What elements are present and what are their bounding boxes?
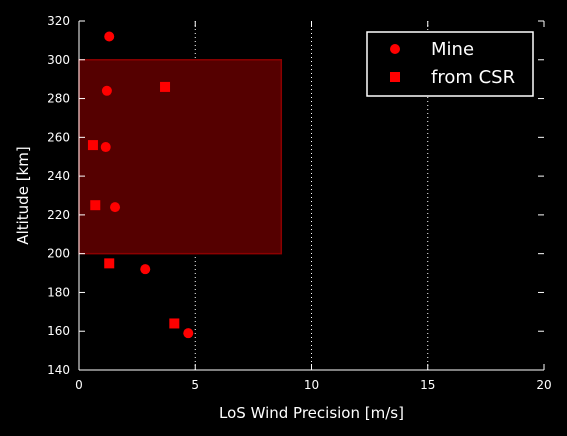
- y-tick-label: 260: [47, 130, 70, 144]
- legend: Mine from CSR: [366, 31, 534, 97]
- point-from-csr: [169, 318, 180, 329]
- shaded-region: [78, 59, 283, 255]
- x-tick-label: 20: [536, 378, 551, 392]
- y-tick-label: 200: [47, 247, 70, 261]
- y-tick-label: 280: [47, 92, 70, 106]
- data-points: [87, 31, 194, 339]
- x-tick-label: 5: [191, 378, 199, 392]
- y-tick-label: 320: [47, 14, 70, 28]
- legend-entry-label: from CSR: [431, 67, 515, 88]
- point-mine: [101, 85, 112, 96]
- y-tick-label: 160: [47, 324, 70, 338]
- point-mine: [140, 264, 151, 275]
- point-from-csr: [87, 140, 98, 151]
- point-from-csr: [90, 200, 101, 211]
- x-tick-label: 0: [75, 378, 83, 392]
- x-tick-label: 15: [420, 378, 435, 392]
- y-axis-label: Altitude [km]: [14, 146, 32, 244]
- y-tick-label: 180: [47, 285, 70, 299]
- y-tick-label: 220: [47, 208, 70, 222]
- y-tick-label: 240: [47, 169, 70, 183]
- point-from-csr: [160, 81, 171, 92]
- y-tick-label: 300: [47, 53, 70, 67]
- legend-marker: [390, 72, 400, 82]
- axes: 0 5 10 15 20 140 160 180 200 220 240 260 280 300 320: [47, 14, 552, 392]
- legend-box: [366, 31, 534, 97]
- point-from-csr: [104, 258, 115, 269]
- legend-marker: [390, 44, 400, 54]
- point-mine: [100, 142, 111, 153]
- legend-entry-label: Mine: [431, 39, 474, 60]
- x-tick-label: 10: [304, 378, 319, 392]
- point-mine: [104, 31, 115, 42]
- point-mine: [110, 202, 121, 213]
- y-tick-label: 140: [47, 363, 70, 377]
- x-axis-label: LoS Wind Precision [m/s]: [219, 404, 404, 422]
- point-mine: [183, 328, 194, 339]
